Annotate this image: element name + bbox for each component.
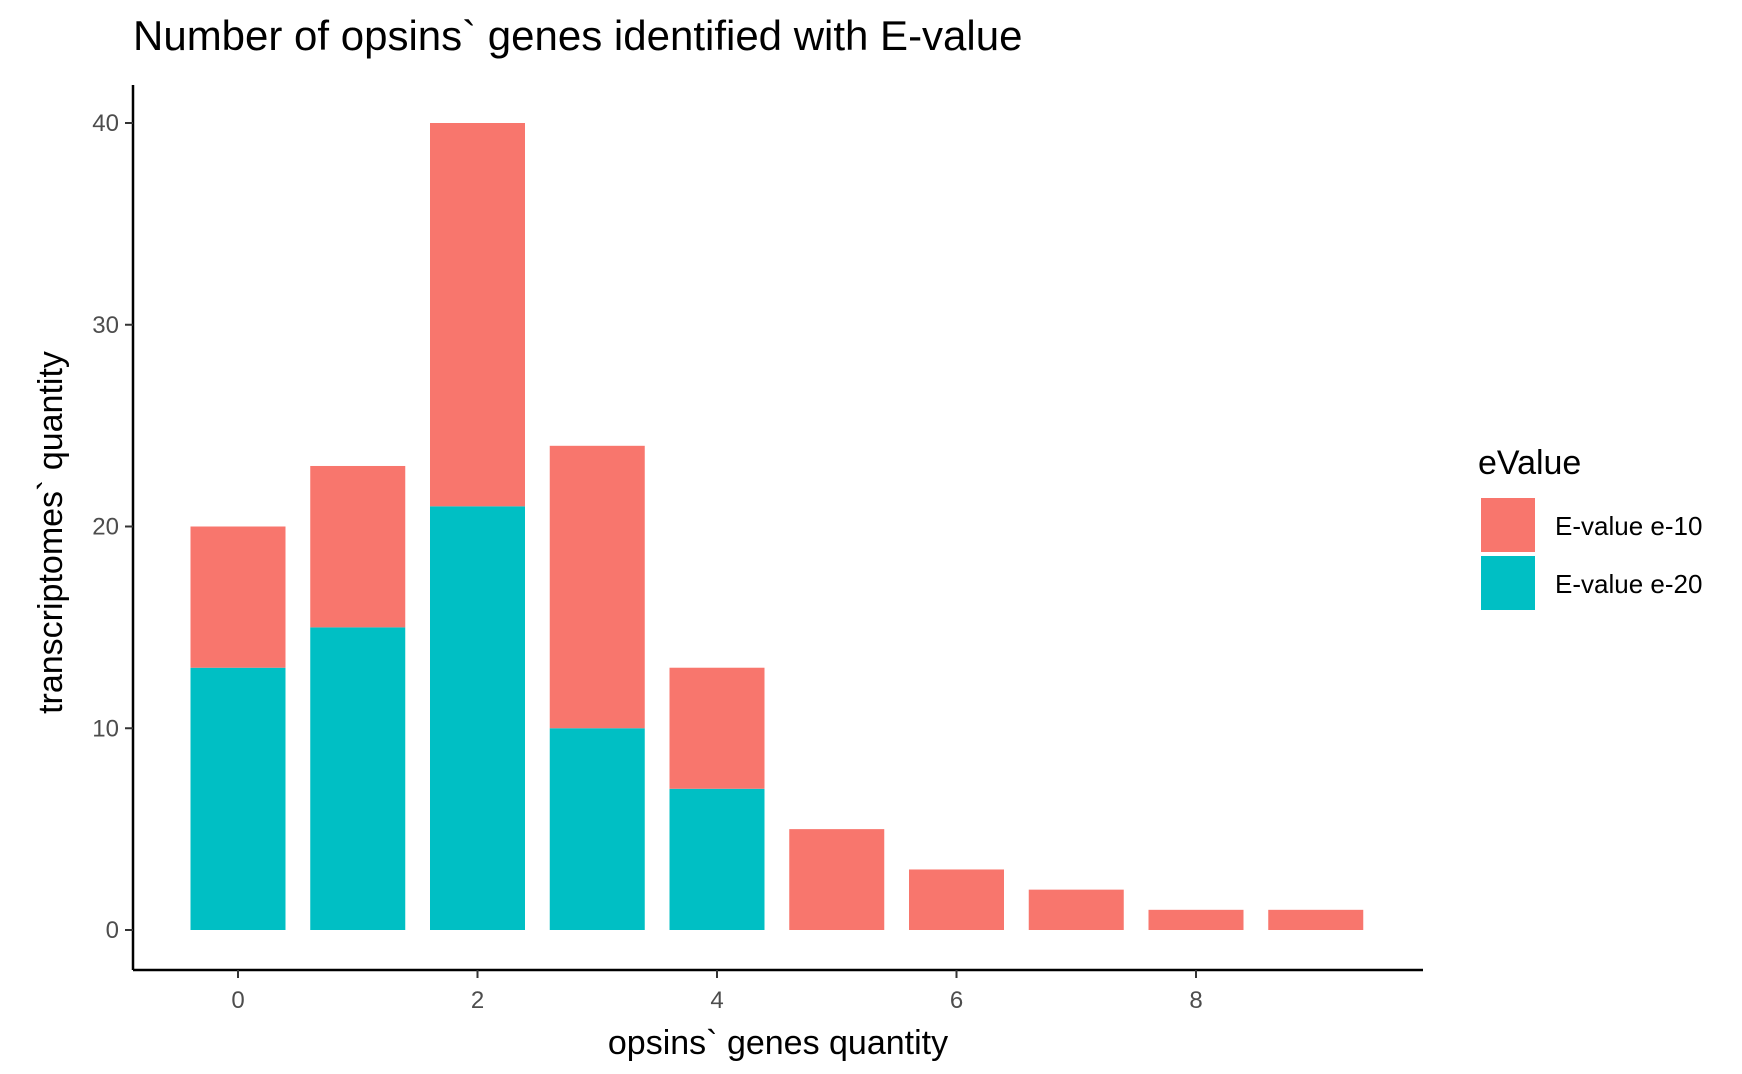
bar-x8-series1 bbox=[1148, 909, 1244, 930]
bar-x3-series1 bbox=[549, 445, 645, 729]
x-ticks-group: 0 2 4 6 8 bbox=[231, 970, 1203, 1014]
legend-label: E-value e-10 bbox=[1555, 511, 1702, 541]
y-tick-label: 10 bbox=[92, 715, 119, 742]
x-tick-label: 2 bbox=[471, 987, 484, 1014]
chart-title: Number of opsins` genes identified with … bbox=[133, 12, 1022, 59]
bar-x4-series1 bbox=[669, 667, 765, 789]
bar-x0-series1 bbox=[190, 526, 286, 668]
bar-x4-series0 bbox=[669, 788, 765, 930]
bar-x2-series0 bbox=[430, 506, 525, 930]
y-tick-label: 0 bbox=[106, 917, 119, 944]
legend-label: E-value e-20 bbox=[1555, 569, 1702, 599]
y-axis-label: transcriptomes` quantity bbox=[32, 351, 70, 714]
bar-x0-series0 bbox=[190, 667, 286, 930]
x-tick-label: 0 bbox=[231, 987, 244, 1014]
bar-x5-series1 bbox=[789, 829, 885, 930]
bar-x1-series1 bbox=[310, 465, 406, 628]
legend-swatch bbox=[1481, 556, 1535, 610]
x-tick-label: 8 bbox=[1189, 987, 1202, 1014]
bar-x2-series1 bbox=[430, 123, 525, 507]
x-axis-label: opsins` genes quantity bbox=[608, 1024, 948, 1062]
bar-x1-series0 bbox=[310, 627, 406, 930]
y-ticks-group: 0 10 20 30 40 bbox=[92, 110, 133, 944]
x-tick-label: 4 bbox=[710, 987, 723, 1014]
legend-title: eValue bbox=[1478, 444, 1581, 482]
x-tick-label: 6 bbox=[950, 987, 963, 1014]
bar-x6-series1 bbox=[909, 869, 1004, 930]
legend: eValue E-value e-10 E-value e-20 bbox=[1478, 444, 1702, 610]
y-tick-label: 30 bbox=[92, 312, 119, 339]
legend-items: E-value e-10 E-value e-20 bbox=[1481, 498, 1702, 610]
bar-x9-series1 bbox=[1268, 909, 1364, 930]
y-tick-label: 20 bbox=[92, 514, 119, 541]
bars-group bbox=[190, 123, 1364, 930]
bar-x7-series1 bbox=[1028, 889, 1124, 930]
y-tick-label: 40 bbox=[92, 110, 119, 137]
legend-swatch bbox=[1481, 498, 1535, 552]
bar-x3-series0 bbox=[549, 728, 645, 930]
